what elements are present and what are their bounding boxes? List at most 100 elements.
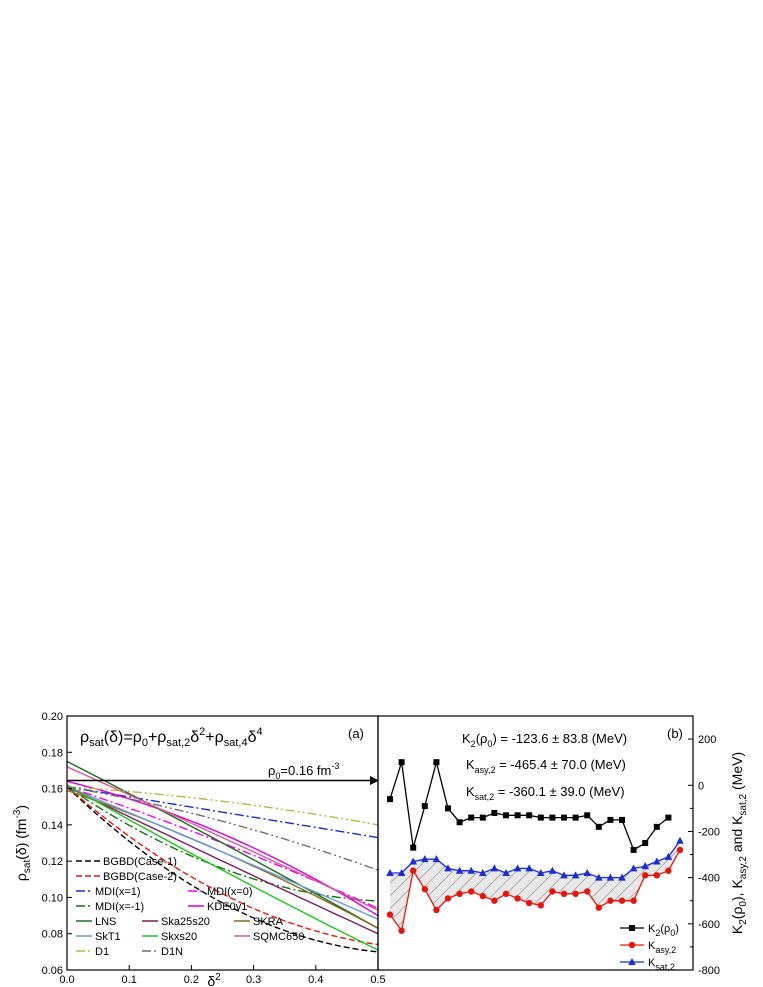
point-k2-0-: [584, 812, 591, 819]
point-k2-0-: [410, 844, 417, 851]
curve-d1: [67, 786, 378, 826]
y2-tick-label: -800: [698, 965, 720, 977]
point-kasy-2: [526, 899, 533, 907]
point-ksat-2: [502, 869, 510, 877]
panel-b-frame: [377, 715, 694, 971]
point-ksat-2: [525, 864, 533, 872]
legend-label: MDI(x=1): [95, 886, 141, 898]
point-k2-0-: [468, 814, 475, 821]
legend-label: Ksat,2: [648, 957, 675, 972]
point-kasy-2: [386, 911, 394, 918]
point-k2-0-: [619, 816, 625, 823]
y-tick-label: 0.14: [42, 820, 63, 832]
y-tick-label: 0.08: [42, 929, 63, 941]
point-k2-0-: [503, 812, 509, 819]
legend-label: SkT1: [95, 931, 121, 943]
panel-a-xlabel: δ2: [207, 972, 221, 987]
point-ksat-2: [606, 873, 615, 881]
legend-label: SQMC650: [253, 931, 304, 943]
y2-tick-label: -200: [698, 826, 720, 838]
point-ksat-2: [467, 866, 475, 874]
point-ksat-2: [421, 855, 429, 863]
y2-tick-label: 200: [698, 734, 716, 746]
point-ksat-2: [641, 862, 649, 870]
point-ksat-2: [432, 855, 441, 863]
series-line-k2-0-: [389, 762, 669, 851]
point-kasy-2: [398, 927, 405, 934]
legend-label: MDI(x=-1): [95, 901, 144, 913]
point-kasy-2: [491, 897, 498, 904]
legend-label: K2(ρ0): [648, 923, 679, 938]
point-kasy-2: [676, 846, 684, 854]
legend-marker: [628, 941, 636, 949]
panel-b-legend: K2(ρ0) Kasy,2 Ksat,2: [620, 923, 679, 972]
point-k2-0-: [433, 759, 440, 766]
point-kasy-2: [607, 897, 614, 904]
y-tick-label: 0.12: [42, 856, 63, 868]
point-ksat-2: [595, 873, 603, 881]
y-tick-label: 0.18: [42, 747, 63, 759]
point-k2-0-: [537, 814, 544, 821]
point-ksat-2: [537, 869, 545, 877]
point-ksat-2: [560, 871, 568, 879]
legend-label: D1N: [161, 946, 183, 958]
panel-a-ticks: 0.0 0.1 0.2 0.3 0.4 0.5 0.06 0.08 0.10 0.12 0.14 0.…: [42, 711, 386, 986]
y-tick-label: 0.06: [42, 965, 63, 977]
curve-bgbd-case-2-: [67, 786, 378, 946]
legend-label: LNS: [95, 916, 116, 928]
point-kasy-2: [630, 897, 637, 904]
point-k2-0-: [456, 819, 463, 826]
panel-b-label: (b): [667, 726, 683, 741]
y2-tick-label: -600: [698, 919, 720, 931]
panel-a: 0.0 0.1 0.2 0.3 0.4 0.5 0.06 0.08 0.10 0.12 0.14 0.…: [12, 711, 386, 987]
point-ksat-2: [676, 836, 684, 844]
y2-tick-label: 0: [698, 780, 704, 792]
k-value-annotation: Ksat,2 = -360.1 ± 39.0 (MeV): [466, 784, 625, 802]
x-tick-label: 0.4: [308, 974, 323, 986]
point-ksat-2: [397, 869, 406, 877]
point-k2-0-: [595, 823, 602, 830]
curve-mdi-x-1-: [67, 786, 378, 902]
point-kasy-2: [572, 890, 579, 897]
legend-label: BGBD(Case-2): [103, 871, 177, 883]
point-k2-0-: [607, 816, 614, 823]
point-k2-0-: [561, 814, 567, 821]
point-kasy-2: [468, 888, 475, 895]
legend-label: Kasy,2: [648, 940, 676, 955]
x-tick-label: 0.5: [370, 974, 385, 986]
point-k2-0-: [665, 814, 672, 821]
legend-label: D1: [95, 946, 109, 958]
legend-marker: [628, 958, 636, 965]
y2-tick-label: -400: [698, 873, 720, 885]
point-kasy-2: [410, 867, 417, 874]
point-ksat-2: [664, 852, 673, 860]
point-ksat-2: [386, 869, 394, 877]
k-band-hatched: [390, 840, 680, 931]
point-kasy-2: [502, 890, 510, 897]
panel-b-series: [386, 759, 684, 934]
point-k2-0-: [491, 809, 498, 816]
point-ksat-2: [653, 857, 661, 865]
point-kasy-2: [549, 888, 556, 895]
curve-skxs20: [67, 784, 378, 951]
panel-a-ylabel: ρsat(δ) (fm-3): [12, 805, 33, 881]
rho0-arrow-head: [370, 776, 379, 785]
point-k2-0-: [479, 814, 486, 821]
point-kasy-2: [595, 904, 602, 911]
point-ksat-2: [548, 866, 557, 874]
point-kasy-2: [618, 897, 626, 904]
k-value-annotation: Kasy,2 = -465.4 ± 70.0 (MeV): [466, 757, 626, 775]
panel-a-label: (a): [348, 726, 364, 741]
point-k2-0-: [421, 803, 428, 810]
point-ksat-2: [583, 869, 591, 877]
point-ksat-2: [479, 869, 487, 877]
point-kasy-2: [653, 872, 660, 879]
point-k2-0-: [514, 812, 521, 819]
curve-lns: [67, 760, 378, 929]
y-tick-label: 0.16: [42, 784, 63, 796]
point-ksat-2: [571, 871, 580, 879]
point-k2-0-: [630, 846, 637, 853]
x-tick-label: 0.0: [59, 974, 74, 986]
legend-marker: [629, 925, 635, 931]
point-kasy-2: [479, 892, 486, 900]
